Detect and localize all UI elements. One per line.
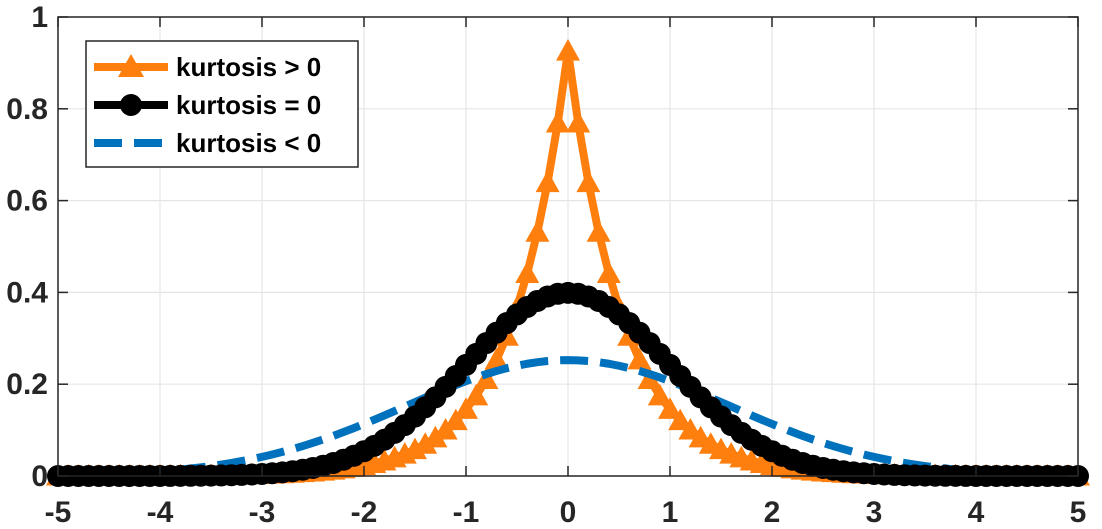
data-point (454, 397, 478, 419)
y-tick-label: 0 (31, 460, 48, 493)
x-tick-label: -5 (45, 496, 72, 529)
axis-ticks: -5 -4 -3 -2 -1 0 1 2 3 4 5 0 0.2 0.4 0.6 0.8 1 (6, 1, 1086, 529)
legend-entry-2: kurtosis < 0 (94, 128, 321, 158)
legend-entry-0: kurtosis > 0 (94, 52, 321, 82)
legend-label: kurtosis > 0 (176, 52, 321, 82)
data-point (668, 408, 693, 431)
series-line (57, 356, 1079, 480)
y-tick-label: 0.8 (6, 93, 48, 126)
data-point (443, 408, 468, 431)
legend-label: kurtosis < 0 (176, 128, 321, 158)
series-kurtosis-0 (57, 356, 1079, 480)
x-tick-label: 0 (560, 496, 577, 529)
x-tick-label: -3 (249, 496, 276, 529)
legend-entry-1: kurtosis = 0 (94, 90, 321, 120)
data-point (545, 110, 570, 133)
y-tick-label: 0.2 (6, 368, 48, 401)
data-point (484, 347, 509, 370)
data-point (413, 432, 438, 454)
legend-marker (120, 94, 142, 116)
data-point (586, 220, 611, 242)
x-tick-label: 5 (1070, 496, 1087, 529)
data-point (535, 170, 560, 193)
y-tick-label: 0.6 (6, 185, 48, 218)
data-point (576, 170, 601, 193)
legend-label: kurtosis = 0 (176, 90, 321, 120)
x-tick-label: -4 (147, 496, 174, 529)
legend-marker (118, 54, 144, 77)
data-point (464, 383, 489, 406)
x-tick-label: -2 (351, 496, 378, 529)
y-tick-label: 0.4 (6, 276, 48, 309)
x-tick-label: 3 (866, 496, 883, 529)
y-tick-label: 1 (31, 1, 48, 34)
x-tick-label: 2 (764, 496, 781, 529)
x-tick-label: 4 (968, 496, 985, 529)
data-point (515, 261, 540, 283)
x-tick-label: 1 (662, 496, 679, 529)
data-point (658, 397, 682, 419)
data-point (596, 261, 621, 283)
data-point (525, 220, 550, 242)
data-point (647, 383, 672, 406)
data-point (556, 39, 580, 61)
data-point (566, 110, 591, 133)
legend: kurtosis > 0 kurtosis = 0 kurtosis < 0 (85, 40, 359, 168)
x-tick-label: -1 (453, 496, 480, 529)
data-point (627, 347, 652, 370)
